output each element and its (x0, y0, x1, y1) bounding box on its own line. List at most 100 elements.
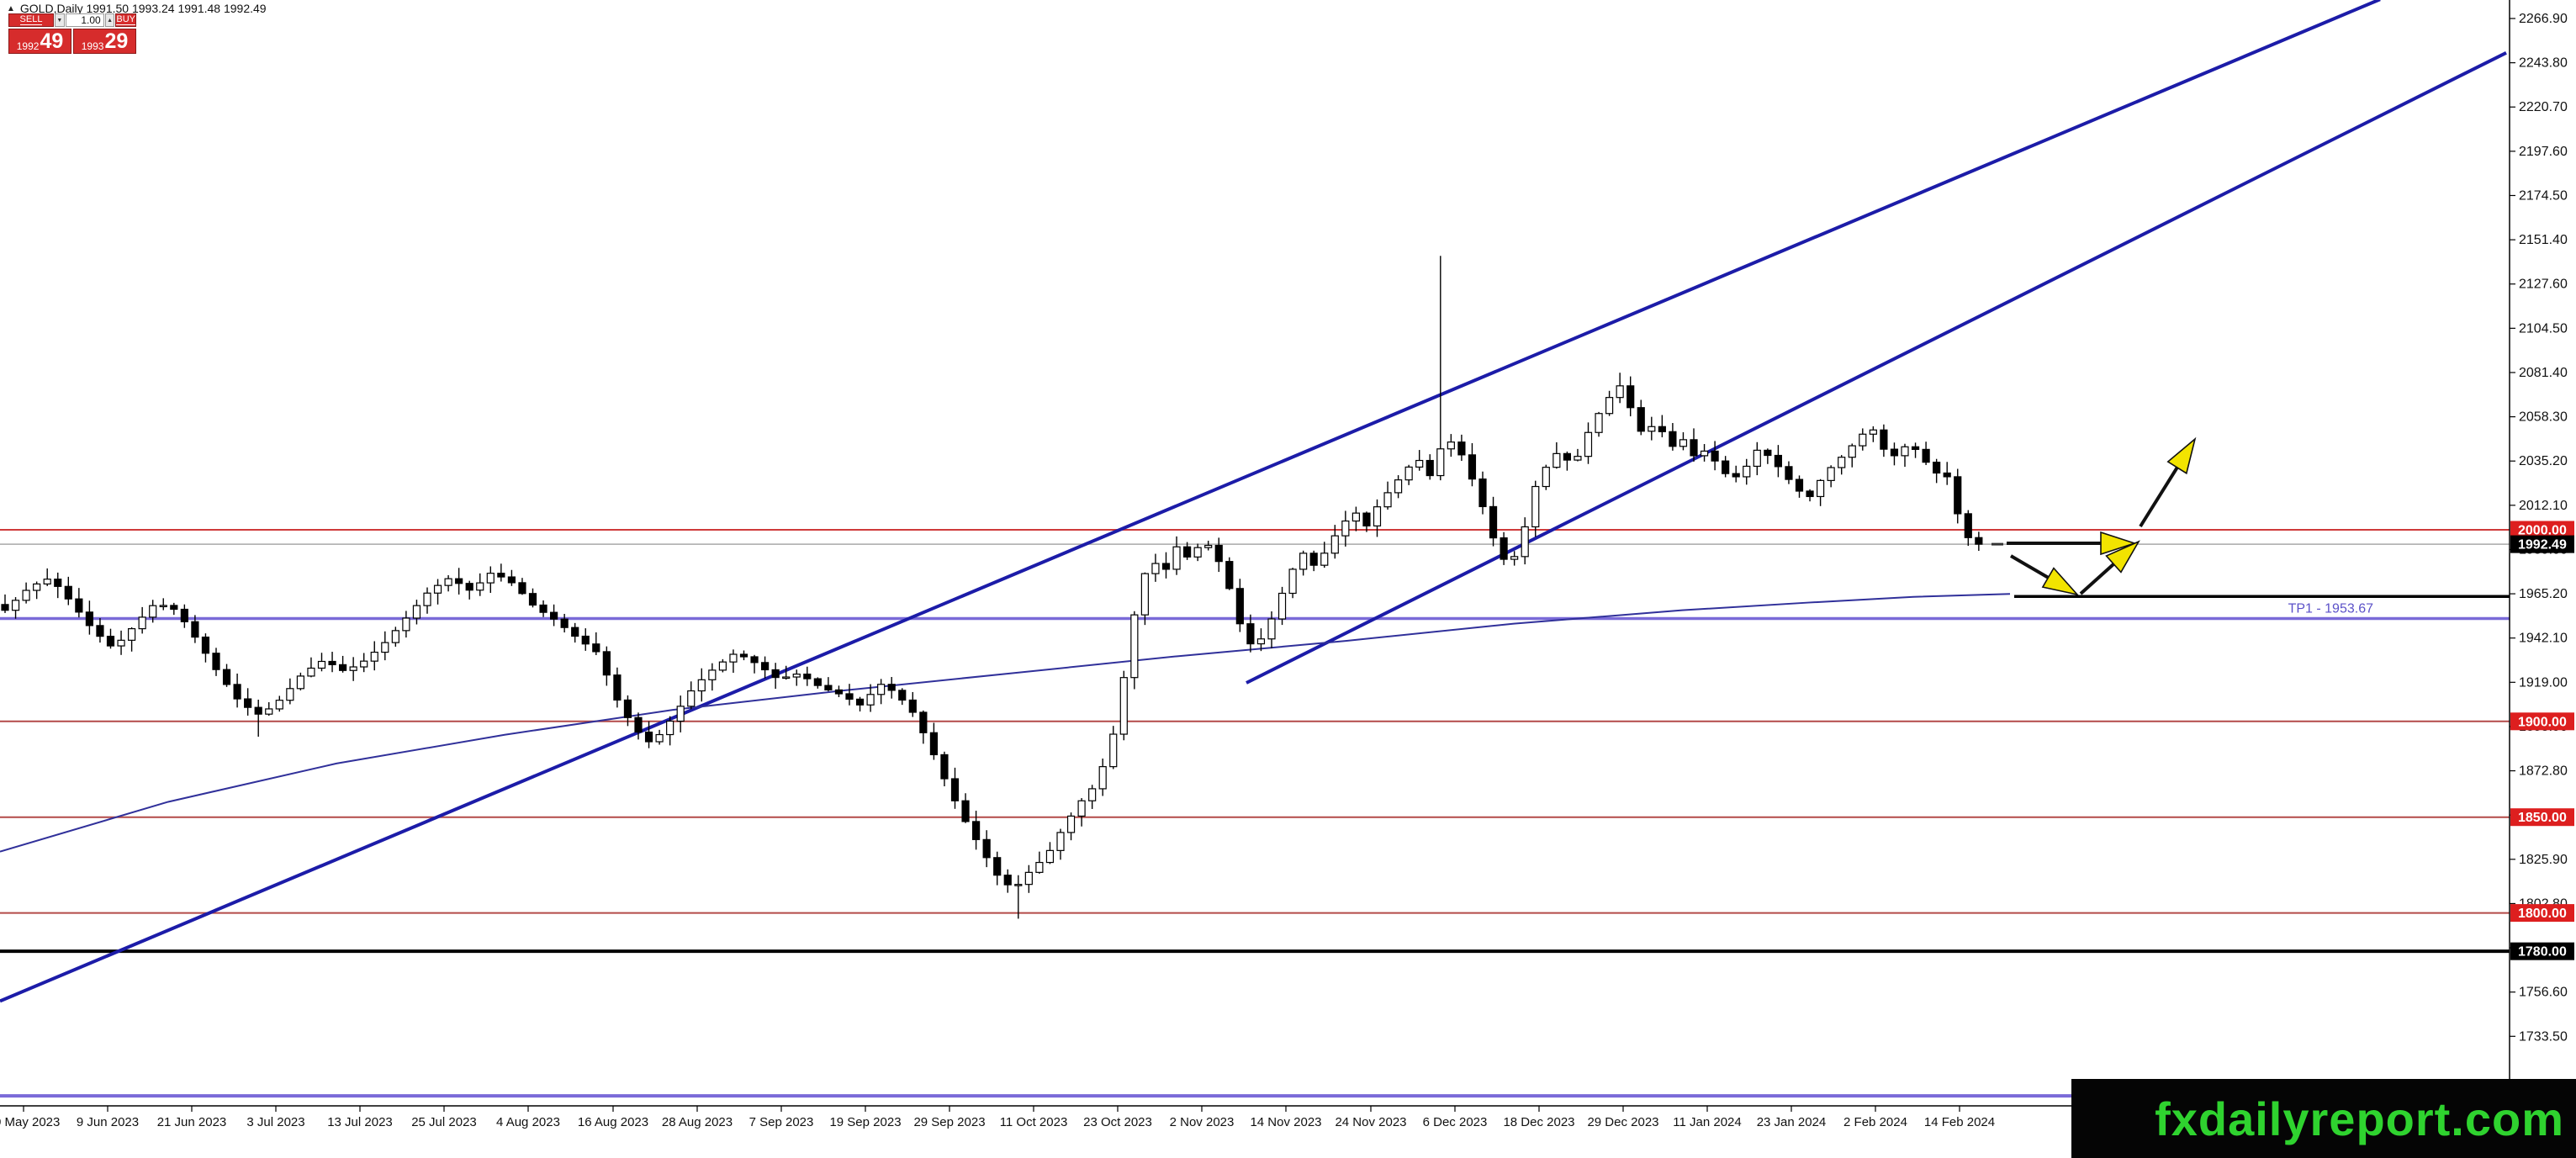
sell-button[interactable]: SELL (8, 13, 54, 27)
buy-price-button[interactable]: 1993 29 (73, 29, 136, 54)
candle (1362, 512, 1371, 526)
price-badge-bg (2510, 808, 2574, 827)
date-tick-label: 14 Nov 2023 (1250, 1115, 1321, 1129)
candle (676, 706, 685, 722)
candlesticks (1, 256, 1983, 919)
arrow-head-icon[interactable] (2105, 540, 2140, 574)
price-badge: 1800.00 (2510, 904, 2574, 923)
candle (1478, 479, 1487, 508)
arrow-head-icon[interactable] (2100, 531, 2137, 556)
date-tick-label: 18 Dec 2023 (1503, 1115, 1574, 1129)
date-tick-label: 14 Feb 2024 (1924, 1115, 1995, 1129)
candle (1764, 449, 1772, 457)
watermark-text: fxdailyreport.com (2155, 1092, 2564, 1145)
candle (1351, 512, 1361, 522)
lower-channel-trendline[interactable] (0, 0, 2381, 1003)
candle (1193, 547, 1202, 558)
volume-decrease-button[interactable]: ▼ (55, 13, 65, 27)
candle (1975, 537, 1983, 545)
candle (1172, 546, 1181, 570)
candle (233, 684, 241, 700)
candle (11, 600, 20, 611)
candle (1922, 448, 1930, 463)
candle (1679, 439, 1688, 447)
spin-up-icon: ▲ (107, 17, 113, 24)
candle (971, 821, 981, 840)
candle (1743, 465, 1751, 478)
candle (1277, 592, 1287, 620)
inner-rising-trendline[interactable] (1246, 50, 2507, 685)
candle (1024, 871, 1033, 886)
candle (1711, 450, 1719, 462)
tp1-label[interactable]: TP1 - 1953.67 (2288, 602, 2374, 616)
price-badge-bg (2510, 942, 2574, 960)
sell-price-button[interactable]: 1992 49 (8, 29, 71, 54)
date-tick-label: 24 Nov 2023 (1335, 1115, 1406, 1129)
candle (1383, 492, 1392, 508)
date-tick-label: 11 Jan 2024 (1673, 1115, 1741, 1129)
candle (708, 669, 717, 680)
candle (1521, 526, 1529, 558)
pullback-down-arrow[interactable] (2009, 554, 2054, 582)
candle (1003, 875, 1012, 886)
candle (771, 669, 780, 679)
candle (1056, 832, 1065, 851)
price-badge-text: 1780.00 (2518, 945, 2567, 960)
candle (950, 778, 960, 801)
buy-button[interactable]: BUY (115, 13, 136, 27)
candle (887, 684, 896, 691)
candle (476, 582, 484, 591)
candle (1014, 884, 1023, 886)
breakout-up-arrow[interactable] (2139, 462, 2182, 528)
candle (1510, 556, 1519, 560)
one-click-trade-panel: SELL ▼ ▲ BUY 1992 49 1993 29 (8, 13, 136, 54)
arrow-head-icon[interactable] (2041, 567, 2080, 596)
candle (613, 674, 622, 701)
candle (592, 643, 600, 653)
candle (528, 593, 537, 606)
price-badge-bg (2510, 521, 2574, 539)
candle (370, 651, 378, 662)
candle (1130, 614, 1139, 679)
candle (1574, 456, 1582, 461)
candle (634, 716, 643, 733)
candle (391, 630, 399, 643)
candle (1901, 446, 1909, 457)
candle (877, 684, 886, 695)
candle (982, 838, 991, 859)
candle (1753, 449, 1761, 468)
candle (402, 617, 410, 632)
date-tick-label: 30 May 2023 (0, 1115, 60, 1129)
candle (317, 660, 326, 669)
candle (560, 618, 569, 628)
volume-increase-button[interactable]: ▲ (104, 13, 115, 27)
candle (602, 651, 611, 676)
candle (1468, 454, 1477, 480)
candle (1394, 479, 1403, 494)
candle (254, 706, 262, 715)
candle (1404, 466, 1413, 481)
collapse-panel-icon[interactable]: ▲ (7, 3, 15, 13)
candle (961, 800, 970, 822)
candle (1616, 385, 1624, 399)
candle (760, 662, 770, 671)
candle (497, 573, 505, 578)
candle (465, 583, 473, 591)
candle (54, 579, 62, 587)
arrow-head-icon[interactable] (2166, 436, 2197, 475)
candle (687, 690, 696, 707)
candle (106, 636, 115, 647)
candle (518, 582, 526, 595)
volume-input[interactable] (65, 13, 104, 27)
price-badge: 1780.00 (2510, 942, 2574, 960)
candle (412, 605, 421, 619)
candle (1552, 452, 1561, 468)
date-tick-label: 16 Aug 2023 (578, 1115, 648, 1129)
candle (75, 598, 83, 613)
candle (1669, 431, 1677, 447)
bounce-up-arrow[interactable] (2079, 559, 2119, 595)
candle (1500, 537, 1508, 560)
sell-price-main: 1992 (16, 40, 40, 52)
candle (824, 685, 833, 691)
date-axis[interactable]: 30 May 2023 9 Jun 2023 21 Jun 2023 3 Jul 20… (0, 1106, 1995, 1129)
